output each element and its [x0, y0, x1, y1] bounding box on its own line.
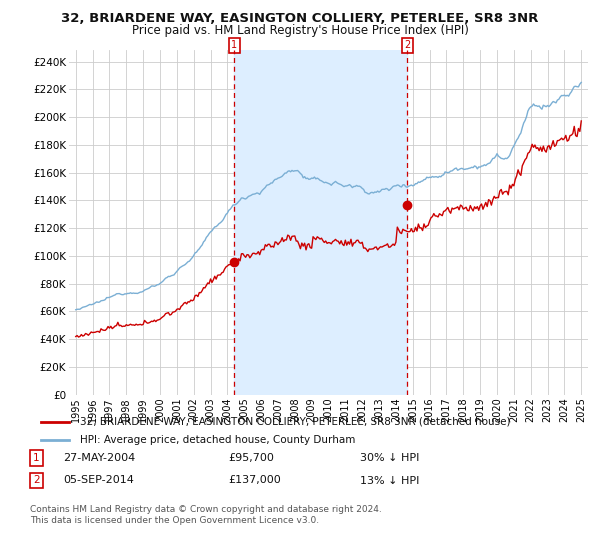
Text: HPI: Average price, detached house, County Durham: HPI: Average price, detached house, Coun…	[80, 435, 355, 445]
Text: £137,000: £137,000	[228, 475, 281, 486]
Text: Contains HM Land Registry data © Crown copyright and database right 2024.
This d: Contains HM Land Registry data © Crown c…	[30, 505, 382, 525]
Text: 30% ↓ HPI: 30% ↓ HPI	[360, 453, 419, 463]
Text: £95,700: £95,700	[228, 453, 274, 463]
Text: 13% ↓ HPI: 13% ↓ HPI	[360, 475, 419, 486]
Text: Price paid vs. HM Land Registry's House Price Index (HPI): Price paid vs. HM Land Registry's House …	[131, 24, 469, 36]
Text: 05-SEP-2014: 05-SEP-2014	[63, 475, 134, 486]
Text: 2: 2	[404, 40, 410, 50]
Text: 2: 2	[33, 475, 40, 486]
Bar	[234, 50, 407, 395]
Text: 32, BRIARDENE WAY, EASINGTON COLLIERY, PETERLEE, SR8 3NR (detached house): 32, BRIARDENE WAY, EASINGTON COLLIERY, P…	[80, 417, 510, 427]
Text: 1: 1	[33, 453, 40, 463]
Text: 32, BRIARDENE WAY, EASINGTON COLLIERY, PETERLEE, SR8 3NR: 32, BRIARDENE WAY, EASINGTON COLLIERY, P…	[61, 12, 539, 25]
Text: 1: 1	[231, 40, 237, 50]
Text: 27-MAY-2004: 27-MAY-2004	[63, 453, 135, 463]
